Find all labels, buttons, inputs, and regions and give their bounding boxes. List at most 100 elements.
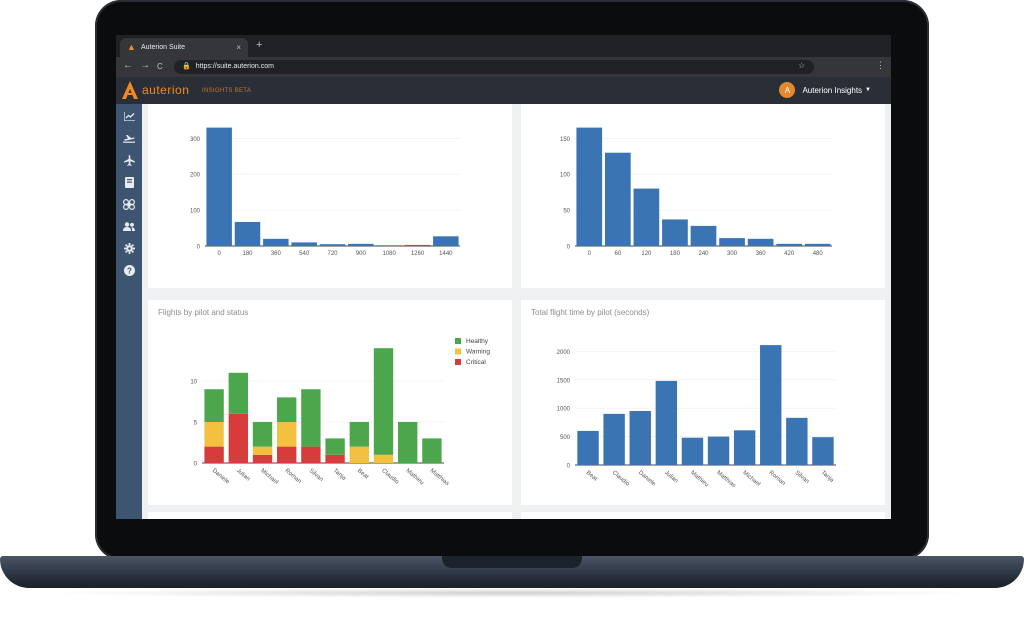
bar bbox=[404, 244, 431, 246]
auterion-favicon-icon: ▲ bbox=[127, 42, 136, 52]
bar bbox=[348, 243, 374, 246]
x-tick-label: 60 bbox=[614, 251, 621, 257]
flight-log-icon bbox=[123, 134, 135, 143]
bar-critical bbox=[277, 446, 297, 463]
sidebar-item-drones[interactable] bbox=[116, 196, 142, 212]
bar bbox=[604, 152, 631, 246]
sidebar-item-analytics[interactable] bbox=[116, 108, 142, 124]
bookmark-star-icon[interactable]: ☆ bbox=[798, 61, 806, 70]
avatar: A bbox=[779, 82, 796, 98]
bar bbox=[376, 245, 402, 246]
sidebar-item-logbook[interactable] bbox=[116, 174, 142, 190]
users-icon bbox=[123, 221, 135, 231]
new-tab-button[interactable]: + bbox=[256, 39, 263, 51]
bar bbox=[812, 437, 834, 465]
laptop-shadow bbox=[40, 588, 984, 598]
y-tick-label: 0 bbox=[567, 245, 571, 251]
sidebar-item-vehicles[interactable] bbox=[116, 152, 142, 168]
x-tick-label: 0 bbox=[588, 251, 592, 257]
address-bar: ← → C 🔒 https://suite.auterion.com ☆ ⋮ bbox=[116, 57, 891, 77]
bar-healthy bbox=[422, 438, 442, 463]
bar bbox=[263, 238, 289, 246]
forward-icon[interactable]: → bbox=[140, 60, 150, 71]
bar-healthy bbox=[252, 422, 273, 447]
legend-label-critical: Critical bbox=[466, 359, 486, 366]
bar bbox=[719, 238, 745, 246]
brand-name: auterion bbox=[142, 83, 190, 97]
back-icon[interactable]: ← bbox=[123, 60, 133, 71]
y-tick-label: 150 bbox=[560, 137, 571, 143]
bar bbox=[577, 430, 599, 465]
panel-flights-by-pilot: Flights by pilot and status 0 5 10 Daniele J… bbox=[148, 300, 512, 505]
sidebar: ? bbox=[116, 104, 142, 519]
y-tick-label: 0 bbox=[197, 245, 201, 251]
bar bbox=[291, 242, 317, 246]
bar bbox=[786, 417, 808, 465]
app-header bbox=[116, 77, 891, 104]
bar-healthy bbox=[228, 372, 248, 414]
sidebar-item-help[interactable]: ? bbox=[116, 262, 142, 278]
x-tick-label: Claudio bbox=[380, 468, 400, 486]
bar-critical bbox=[325, 454, 345, 463]
bar-healthy bbox=[325, 438, 345, 455]
close-tab-icon[interactable]: × bbox=[236, 43, 241, 52]
x-tick-label: Silvan bbox=[794, 470, 810, 485]
x-tick-label: Roman bbox=[767, 470, 786, 487]
bar bbox=[690, 225, 717, 246]
bar-warning bbox=[204, 422, 224, 447]
x-tick-label: 480 bbox=[813, 251, 824, 257]
sidebar-item-settings[interactable] bbox=[116, 240, 142, 256]
bar bbox=[804, 243, 831, 246]
x-tick-label: 240 bbox=[698, 251, 709, 257]
user-menu[interactable]: A Auterion Insights ▼ bbox=[779, 82, 871, 98]
browser-menu-icon[interactable]: ⋮ bbox=[876, 60, 885, 70]
x-tick-label: 180 bbox=[670, 251, 681, 257]
y-tick-label: 100 bbox=[190, 209, 201, 215]
help-icon: ? bbox=[123, 264, 135, 276]
tab-title: Auterion Suite bbox=[141, 44, 185, 51]
y-tick-label: 0 bbox=[194, 462, 198, 468]
x-tick-label: Beat bbox=[585, 470, 599, 483]
bar-healthy bbox=[301, 389, 321, 447]
bar bbox=[633, 188, 660, 246]
x-tick-label: Julian bbox=[235, 468, 251, 483]
bar bbox=[707, 436, 730, 465]
y-tick-label: 10 bbox=[190, 380, 197, 386]
panel-below-1 bbox=[148, 512, 512, 519]
auterion-logo-icon[interactable] bbox=[122, 81, 138, 99]
bar bbox=[629, 411, 651, 465]
bar bbox=[234, 221, 261, 246]
bar-warning bbox=[277, 422, 297, 447]
bar bbox=[681, 437, 704, 465]
y-tick-label: 0 bbox=[567, 464, 571, 470]
gear-icon bbox=[123, 242, 135, 254]
bar-healthy bbox=[398, 422, 418, 463]
plane-icon bbox=[123, 154, 135, 166]
bar-warning bbox=[252, 446, 273, 455]
y-tick-label: 2000 bbox=[557, 350, 571, 356]
sidebar-item-pilots[interactable] bbox=[116, 218, 142, 234]
sidebar-item-flights[interactable] bbox=[116, 130, 142, 146]
bar bbox=[655, 380, 678, 465]
x-tick-label: Matthias bbox=[715, 470, 736, 489]
x-tick-label: 1080 bbox=[382, 251, 396, 257]
x-tick-label: 420 bbox=[784, 251, 795, 257]
x-tick-label: Mathieu bbox=[404, 468, 424, 486]
y-tick-label: 500 bbox=[560, 435, 571, 441]
browser-tab-bar: ▲ Auterion Suite × + bbox=[116, 35, 891, 57]
lock-icon: 🔒 bbox=[182, 63, 191, 70]
x-tick-label: 0 bbox=[217, 251, 221, 257]
bar bbox=[733, 430, 756, 465]
x-tick-label: Tanja bbox=[820, 470, 835, 484]
x-tick-label: Julian bbox=[663, 470, 679, 485]
browser-tab[interactable]: ▲ Auterion Suite × bbox=[120, 38, 248, 57]
y-tick-label: 300 bbox=[190, 137, 201, 143]
histogram-chart-1: 0 100 200 300 0 180 360 540 720 900 1080 1260 1440 bbox=[190, 127, 460, 257]
panel-flight-time-by-pilot: Total flight time by pilot (seconds) 0 50… bbox=[521, 300, 885, 505]
bar-critical bbox=[301, 446, 321, 463]
histogram-chart-2: 0 50 100 150 0 60 120 180 240 300 360 420 480 bbox=[560, 127, 832, 257]
user-menu-label: Auterion Insights bbox=[802, 85, 863, 95]
reload-icon[interactable]: C bbox=[157, 62, 163, 71]
bar-warning bbox=[349, 446, 369, 463]
url-field[interactable]: 🔒 https://suite.auterion.com bbox=[174, 60, 814, 74]
